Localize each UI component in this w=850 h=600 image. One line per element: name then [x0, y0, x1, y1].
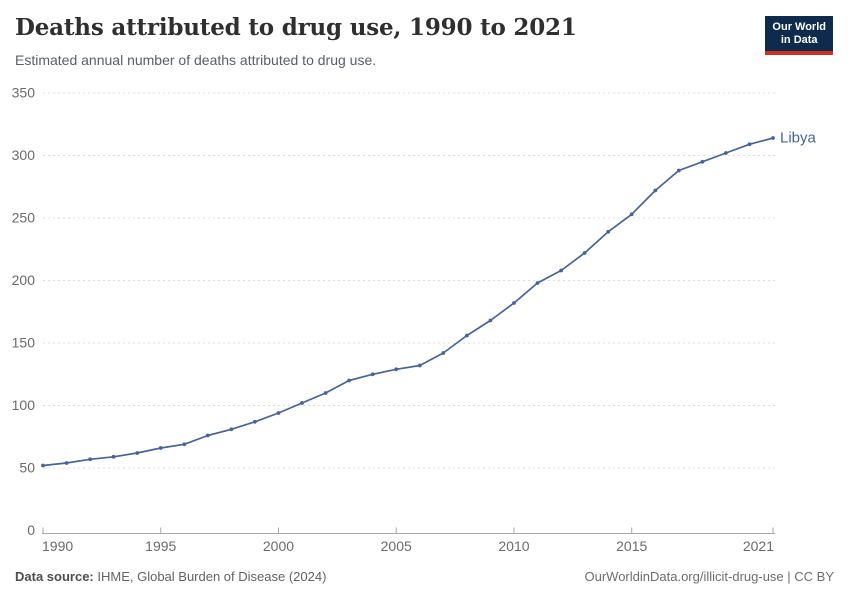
page-title: Deaths attributed to drug use, 1990 to 2…	[15, 14, 577, 41]
x-axis	[42, 527, 775, 534]
data-point	[512, 301, 516, 305]
data-point	[158, 446, 163, 450]
x-tick-label: 1995	[145, 538, 176, 554]
data-point	[629, 212, 634, 217]
data-point	[253, 419, 257, 424]
data-point	[582, 251, 587, 255]
y-tick-label: 50	[19, 460, 35, 476]
data-point	[276, 411, 281, 415]
data-point	[488, 318, 493, 323]
series-label[interactable]: Libya	[780, 130, 817, 147]
data-point	[465, 333, 469, 338]
data-points	[41, 136, 775, 468]
data-point	[676, 168, 681, 173]
data-point	[771, 136, 775, 140]
x-tick-label: 2005	[381, 538, 412, 554]
y-tick-label: 150	[12, 335, 36, 351]
y-gridlines	[43, 92, 775, 469]
data-source-label: Data source:	[15, 569, 94, 584]
data-line	[42, 137, 774, 467]
data-point	[135, 451, 140, 455]
data-point	[300, 401, 304, 405]
y-tick-label: 100	[12, 397, 36, 413]
data-point	[347, 378, 351, 383]
data-point	[41, 463, 45, 468]
data-point	[441, 351, 446, 355]
data-point	[417, 363, 422, 368]
data-point	[229, 427, 234, 432]
credit-link[interactable]: OurWorldinData.org/illicit-drug-use | CC…	[584, 569, 835, 584]
data-source-note: Data source: IHME, Global Burden of Dise…	[15, 569, 326, 584]
data-point	[205, 433, 210, 438]
data-point	[394, 367, 399, 372]
y-axis-labels: 0 50 100 150 200 250 300 350	[12, 85, 36, 539]
data-point	[724, 151, 728, 155]
data-point	[370, 372, 375, 377]
data-point	[323, 391, 328, 395]
x-tick-label: 2021	[743, 538, 774, 554]
owid-logo-line1: Our World	[772, 21, 826, 33]
y-tick-label: 350	[12, 85, 36, 101]
data-point	[88, 457, 92, 462]
chart-subtitle: Estimated annual number of deaths attrib…	[15, 52, 377, 68]
y-tick-label: 300	[12, 147, 36, 163]
data-point	[653, 188, 658, 193]
x-axis-labels: 1990 1995 2000 2005 2010 2015 2021	[42, 538, 774, 554]
x-tick-label: 2010	[498, 538, 529, 554]
x-tick-label: 2000	[263, 538, 294, 554]
data-point	[64, 461, 69, 465]
x-tick-label: 1990	[42, 538, 73, 554]
data-source-text: IHME, Global Burden of Disease (2024)	[93, 569, 327, 584]
data-point	[606, 229, 611, 234]
y-tick-label: 250	[12, 210, 36, 226]
data-point	[182, 442, 187, 447]
owid-logo-line2: in Data	[780, 34, 818, 46]
data-point	[747, 142, 752, 147]
x-tick-label: 2015	[616, 538, 647, 554]
data-point	[535, 281, 540, 285]
data-point	[559, 268, 563, 273]
y-tick-label: 0	[27, 522, 35, 538]
data-point	[700, 159, 705, 164]
data-point	[111, 454, 116, 459]
owid-logo[interactable]: Our World in Data	[765, 16, 833, 55]
y-tick-label: 200	[12, 272, 36, 288]
